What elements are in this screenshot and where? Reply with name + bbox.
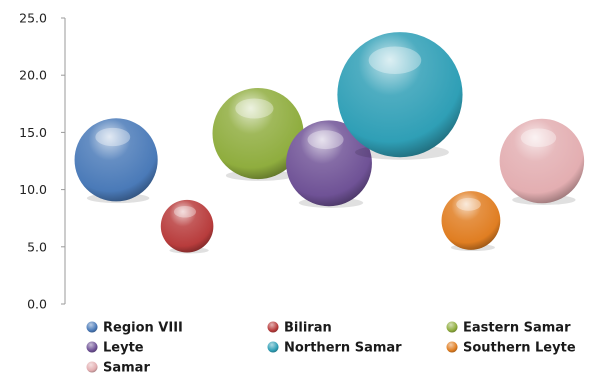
legend-label: Samar: [103, 361, 150, 376]
legend-label: Leyte: [103, 341, 144, 356]
bubble-samar: [499, 118, 585, 204]
bubble-region-viii: [74, 118, 158, 202]
bubble-highlight: [95, 127, 131, 147]
y-tick-label: 10.0: [19, 182, 47, 197]
bubble-highlight: [173, 205, 197, 218]
bubble-highlight: [456, 197, 481, 211]
bubble-highlight: [520, 128, 557, 148]
bubble-southern-leyte: [441, 191, 501, 250]
legend-marker: [267, 341, 279, 353]
legend-marker: [446, 341, 458, 353]
y-tick-label: 20.0: [19, 68, 47, 83]
bubble-highlight: [235, 98, 274, 119]
legend-label: Southern Leyte: [463, 341, 576, 356]
bubble-series: [74, 32, 585, 254]
y-tick-label: 25.0: [19, 11, 47, 26]
legend-label: Northern Samar: [284, 341, 402, 356]
bubble-highlight: [368, 46, 422, 74]
legend-marker: [446, 321, 458, 333]
legend-marker: [86, 341, 98, 353]
legend: Region VIII Biliran Eastern Samar Leyte Nort…: [86, 321, 576, 376]
legend-marker: [267, 321, 279, 333]
y-tick-label: 0.0: [27, 297, 47, 312]
legend-label: Region VIII: [103, 321, 183, 336]
y-tick-label: 15.0: [19, 125, 47, 140]
legend-label: Biliran: [284, 321, 332, 336]
bubble-eastern-samar: [212, 88, 304, 180]
y-axis: 0.0 5.0 10.0 15.0 20.0 25.0: [19, 11, 66, 312]
y-tick-label: 5.0: [27, 239, 47, 254]
legend-marker: [86, 361, 98, 373]
bubble-biliran: [160, 199, 214, 253]
legend-marker: [86, 321, 98, 333]
bubble-highlight: [307, 130, 344, 150]
bubble-northern-samar: [337, 32, 463, 158]
bubble-leyte: [286, 120, 372, 207]
legend-label: Eastern Samar: [463, 321, 571, 336]
